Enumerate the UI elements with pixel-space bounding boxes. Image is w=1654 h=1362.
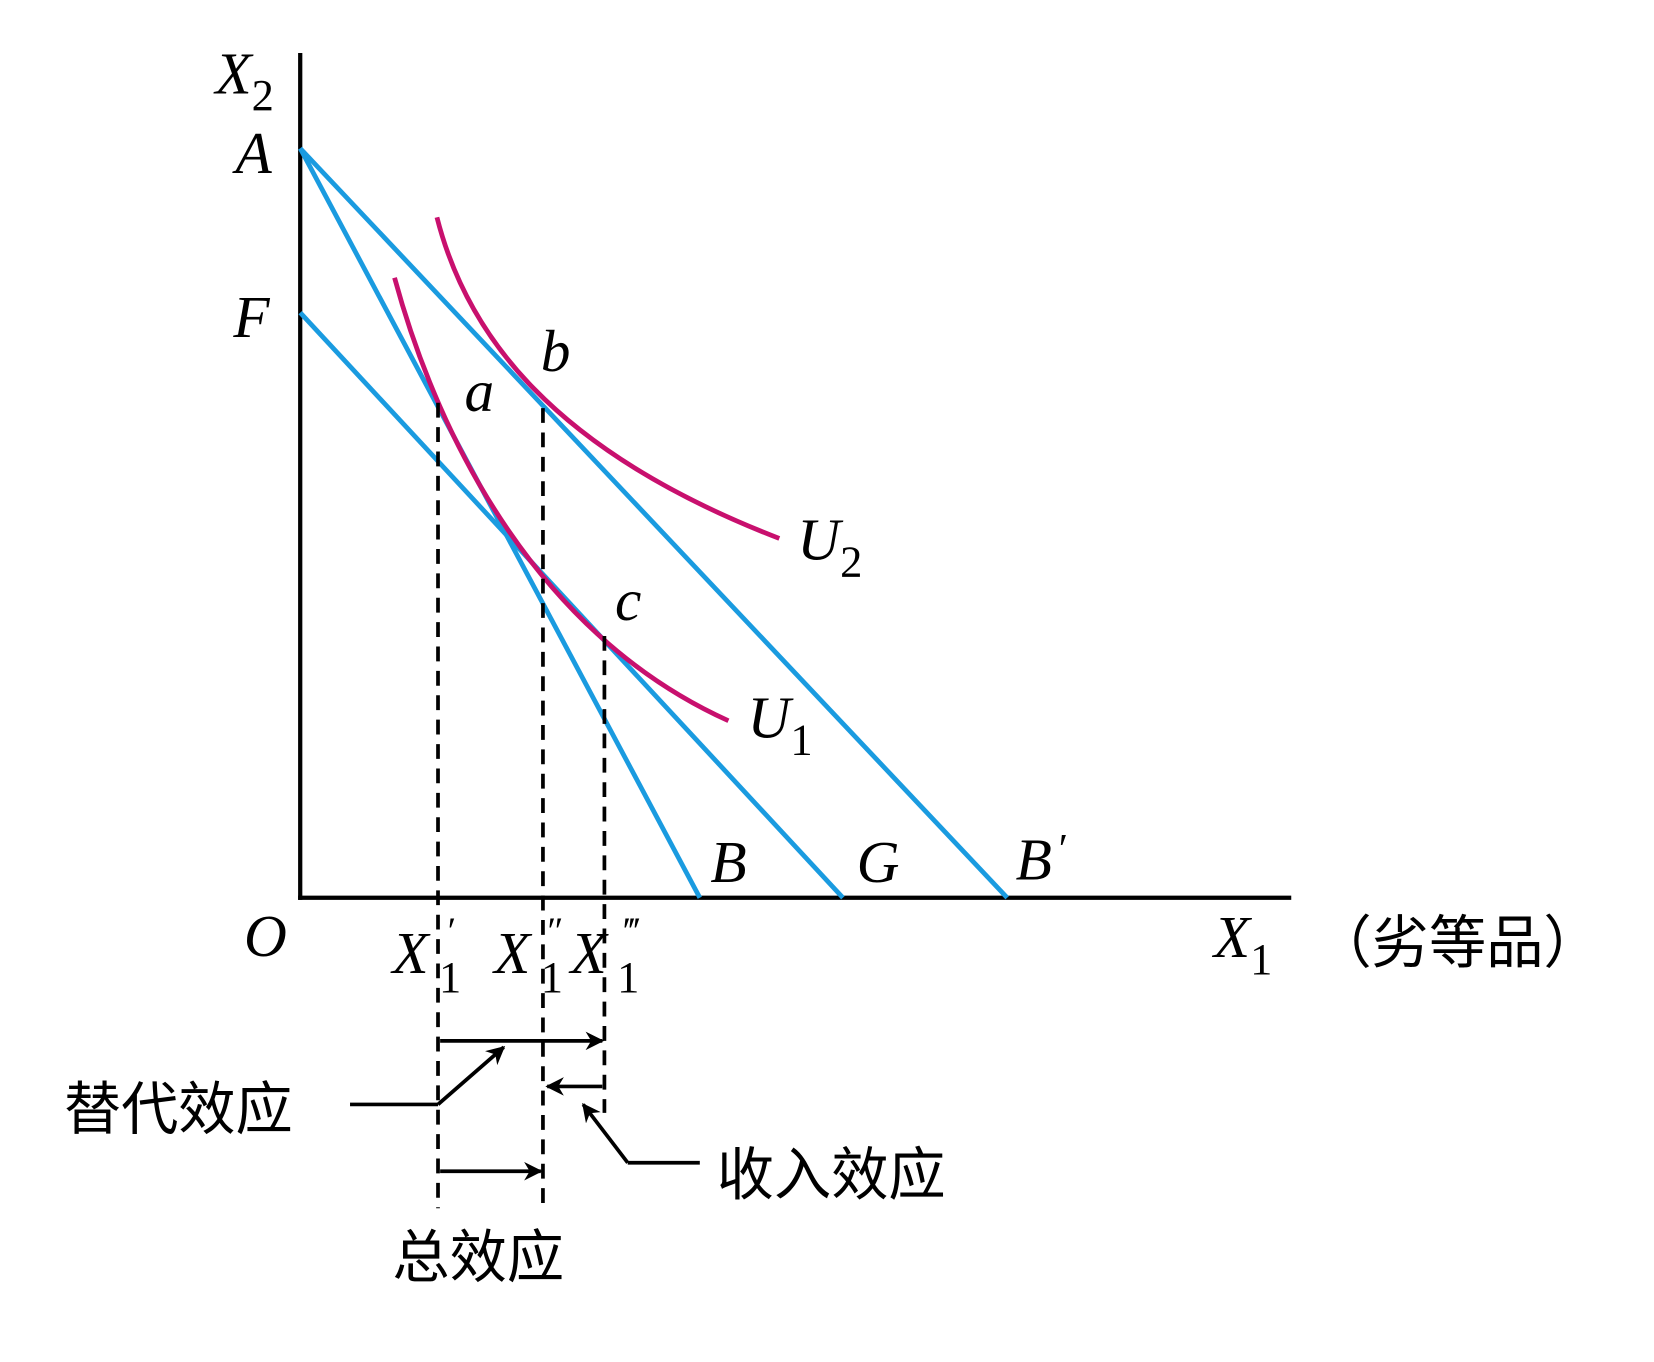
x-axis-label: X1 <box>1212 904 1272 984</box>
indifference-curve-u1 <box>392 277 730 723</box>
budget-line-ab-prime <box>298 146 1009 900</box>
indifference-curve-u2 <box>434 216 781 541</box>
curve-label: U1 <box>748 685 813 765</box>
point-label: a <box>465 358 495 424</box>
x-mark-label: X ″ 1 <box>492 910 563 1002</box>
budget-line-ab <box>298 147 702 899</box>
point-label: B ′ <box>1016 826 1066 893</box>
point-label: B <box>710 829 746 895</box>
effect-label: 总效应 <box>392 1225 564 1291</box>
x-axis-note: （劣等品） <box>1315 910 1601 976</box>
point-label: c <box>615 567 641 633</box>
point-label: b <box>541 318 571 384</box>
origin-label: O <box>244 903 287 969</box>
point-label: A <box>232 120 273 186</box>
point-label: F <box>232 284 270 350</box>
effect-label: 替代效应 <box>64 1077 293 1143</box>
y-axis-label: X2 <box>213 40 274 120</box>
curve-label: U2 <box>797 507 862 587</box>
leader-arrow <box>436 1045 506 1106</box>
effect-label: 收入效应 <box>717 1143 946 1209</box>
leader-arrow <box>581 1102 630 1164</box>
x-mark-label: X ‴ 1 <box>568 910 639 1002</box>
point-label: G <box>857 829 900 895</box>
x-mark-label: X ′ 1 <box>390 910 461 1002</box>
